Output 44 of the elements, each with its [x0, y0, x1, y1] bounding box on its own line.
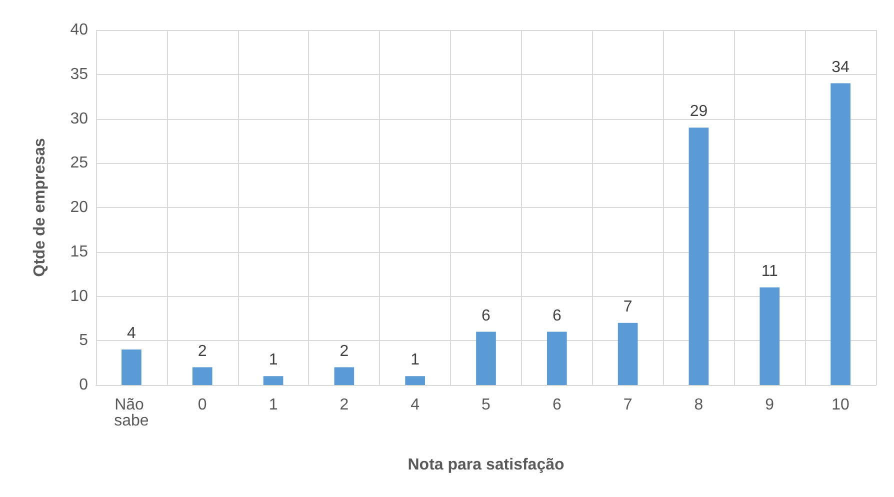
- y-tick-label: 0: [79, 376, 88, 394]
- y-tick-label: 20: [70, 199, 88, 216]
- data-label: 2: [198, 342, 207, 360]
- y-tick-label: 40: [70, 22, 88, 38]
- data-label: 11: [761, 262, 778, 280]
- bar: [405, 376, 426, 385]
- x-tick-label: 0: [198, 396, 207, 414]
- y-tick-label: 25: [70, 154, 88, 172]
- bar: [618, 322, 638, 385]
- data-label: 29: [690, 103, 708, 120]
- data-label: 34: [832, 58, 850, 76]
- bar: [334, 367, 354, 385]
- x-tick-label: 8: [694, 396, 704, 414]
- x-tick-label: Não sabe: [114, 396, 149, 430]
- bar: [760, 287, 780, 385]
- x-tick-label: 2: [340, 396, 349, 414]
- data-label: 7: [623, 298, 632, 316]
- y-tick-label: 15: [70, 243, 88, 260]
- y-tick-label: 5: [79, 332, 88, 350]
- x-tick-label: 4: [410, 396, 420, 414]
- data-label: 1: [268, 352, 278, 369]
- bar: [546, 332, 567, 385]
- y-axis-title: Qtde de empresas: [32, 138, 48, 277]
- bar: [263, 376, 284, 385]
- bar: [476, 332, 496, 385]
- data-label: 6: [552, 307, 562, 324]
- data-label: 1: [410, 352, 420, 369]
- data-label: 2: [340, 342, 349, 360]
- bar: [192, 367, 212, 385]
- data-label: 4: [127, 325, 136, 342]
- bar: [688, 128, 709, 385]
- x-tick-label: 5: [482, 396, 491, 414]
- y-tick-label: 10: [70, 288, 88, 305]
- bar: [830, 83, 850, 385]
- x-tick-label: 10: [832, 396, 850, 414]
- y-tick-label: 35: [70, 66, 88, 83]
- bar: [122, 350, 142, 385]
- x-tick-label: 9: [765, 396, 774, 414]
- data-label: 6: [482, 307, 491, 324]
- x-tick-label: 7: [623, 396, 632, 414]
- y-tick-label: 30: [70, 110, 88, 128]
- x-tick-label: 6: [552, 396, 562, 414]
- x-axis-title: Nota para satisfação: [408, 456, 564, 474]
- x-tick-label: 1: [268, 396, 278, 414]
